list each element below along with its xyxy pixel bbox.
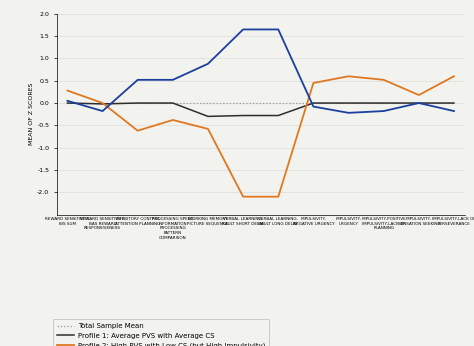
Total Sample Mean bbox=[205, 101, 211, 105]
Line: Profile 2: High PVS with Low CS (but High Impulsivity): Profile 2: High PVS with Low CS (but Hig… bbox=[67, 76, 454, 197]
Profile 2: High PVS with Low CS (but High Impulsivity): (2, -0.62): High PVS with Low CS (but High Impulsivi… bbox=[135, 129, 141, 133]
Profile 2: High PVS with Low CS (but High Impulsivity): (10, 0.18): High PVS with Low CS (but High Impulsivi… bbox=[416, 93, 422, 97]
Profile 2: High PVS with Low CS (but High Impulsivity): (3, -0.38): High PVS with Low CS (but High Impulsivi… bbox=[170, 118, 176, 122]
Profile 2: High PVS with Low CS (but High Impulsivity): (8, 0.6): High PVS with Low CS (but High Impulsivi… bbox=[346, 74, 351, 78]
Total Sample Mean bbox=[64, 101, 70, 105]
Total Sample Mean bbox=[346, 101, 351, 105]
Profile 1: Average PVS with Average CS: (6, -0.28): Average PVS with Average CS: (6, -0.28) bbox=[275, 113, 281, 118]
Profile 3: Low PVS with High CS (but Low Impulsivity): (4, 0.88): Low PVS with High CS (but Low Impulsivit… bbox=[205, 62, 211, 66]
Profile 3: Low PVS with High CS (but Low Impulsivity): (11, -0.18): Low PVS with High CS (but Low Impulsivit… bbox=[451, 109, 457, 113]
Line: Profile 1: Average PVS with Average CS: Profile 1: Average PVS with Average CS bbox=[67, 103, 454, 116]
Profile 3: Low PVS with High CS (but Low Impulsivity): (3, 0.52): Low PVS with High CS (but Low Impulsivit… bbox=[170, 78, 176, 82]
Profile 1: Average PVS with Average CS: (8, 0): Average PVS with Average CS: (8, 0) bbox=[346, 101, 351, 105]
Y-axis label: MEAN OF Z SCORES: MEAN OF Z SCORES bbox=[29, 83, 34, 145]
Total Sample Mean bbox=[381, 101, 386, 105]
Total Sample Mean bbox=[310, 101, 316, 105]
Total Sample Mean bbox=[170, 101, 176, 105]
Profile 2: High PVS with Low CS (but High Impulsivity): (9, 0.52): High PVS with Low CS (but High Impulsivi… bbox=[381, 78, 386, 82]
Profile 2: High PVS with Low CS (but High Impulsivity): (7, 0.45): High PVS with Low CS (but High Impulsivi… bbox=[310, 81, 316, 85]
Profile 3: Low PVS with High CS (but Low Impulsivity): (7, -0.08): Low PVS with High CS (but Low Impulsivit… bbox=[310, 104, 316, 109]
Profile 1: Average PVS with Average CS: (11, 0): Average PVS with Average CS: (11, 0) bbox=[451, 101, 457, 105]
Total Sample Mean bbox=[135, 101, 141, 105]
Total Sample Mean bbox=[416, 101, 422, 105]
Profile 3: Low PVS with High CS (but Low Impulsivity): (2, 0.52): Low PVS with High CS (but Low Impulsivit… bbox=[135, 78, 141, 82]
Profile 1: Average PVS with Average CS: (2, 0): Average PVS with Average CS: (2, 0) bbox=[135, 101, 141, 105]
Profile 3: Low PVS with High CS (but Low Impulsivity): (1, -0.18): Low PVS with High CS (but Low Impulsivit… bbox=[100, 109, 105, 113]
Profile 1: Average PVS with Average CS: (10, 0): Average PVS with Average CS: (10, 0) bbox=[416, 101, 422, 105]
Profile 1: Average PVS with Average CS: (7, 0): Average PVS with Average CS: (7, 0) bbox=[310, 101, 316, 105]
Profile 3: Low PVS with High CS (but Low Impulsivity): (6, 1.65): Low PVS with High CS (but Low Impulsivit… bbox=[275, 27, 281, 31]
Profile 2: High PVS with Low CS (but High Impulsivity): (6, -2.1): High PVS with Low CS (but High Impulsivi… bbox=[275, 194, 281, 199]
Profile 2: High PVS with Low CS (but High Impulsivity): (1, 0): High PVS with Low CS (but High Impulsivi… bbox=[100, 101, 105, 105]
Line: Profile 3: Low PVS with High CS (but Low Impulsivity): Profile 3: Low PVS with High CS (but Low… bbox=[67, 29, 454, 113]
Total Sample Mean bbox=[100, 101, 105, 105]
Profile 3: Low PVS with High CS (but Low Impulsivity): (10, 0): Low PVS with High CS (but Low Impulsivit… bbox=[416, 101, 422, 105]
Profile 3: Low PVS with High CS (but Low Impulsivity): (5, 1.65): Low PVS with High CS (but Low Impulsivit… bbox=[240, 27, 246, 31]
Profile 3: Low PVS with High CS (but Low Impulsivity): (9, -0.18): Low PVS with High CS (but Low Impulsivit… bbox=[381, 109, 386, 113]
Profile 2: High PVS with Low CS (but High Impulsivity): (5, -2.1): High PVS with Low CS (but High Impulsivi… bbox=[240, 194, 246, 199]
Profile 1: Average PVS with Average CS: (4, -0.3): Average PVS with Average CS: (4, -0.3) bbox=[205, 114, 211, 118]
Profile 1: Average PVS with Average CS: (9, 0): Average PVS with Average CS: (9, 0) bbox=[381, 101, 386, 105]
Profile 2: High PVS with Low CS (but High Impulsivity): (0, 0.28): High PVS with Low CS (but High Impulsivi… bbox=[64, 89, 70, 93]
Profile 1: Average PVS with Average CS: (0, 0): Average PVS with Average CS: (0, 0) bbox=[64, 101, 70, 105]
Total Sample Mean bbox=[240, 101, 246, 105]
Total Sample Mean bbox=[275, 101, 281, 105]
Legend: Total Sample Mean, Profile 1: Average PVS with Average CS, Profile 2: High PVS w: Total Sample Mean, Profile 1: Average PV… bbox=[53, 319, 270, 346]
Profile 2: High PVS with Low CS (but High Impulsivity): (11, 0.6): High PVS with Low CS (but High Impulsivi… bbox=[451, 74, 457, 78]
Total Sample Mean bbox=[451, 101, 457, 105]
Profile 1: Average PVS with Average CS: (1, -0.02): Average PVS with Average CS: (1, -0.02) bbox=[100, 102, 105, 106]
Profile 1: Average PVS with Average CS: (5, -0.28): Average PVS with Average CS: (5, -0.28) bbox=[240, 113, 246, 118]
Profile 3: Low PVS with High CS (but Low Impulsivity): (8, -0.22): Low PVS with High CS (but Low Impulsivit… bbox=[346, 111, 351, 115]
Profile 2: High PVS with Low CS (but High Impulsivity): (4, -0.58): High PVS with Low CS (but High Impulsivi… bbox=[205, 127, 211, 131]
Profile 1: Average PVS with Average CS: (3, 0): Average PVS with Average CS: (3, 0) bbox=[170, 101, 176, 105]
Profile 3: Low PVS with High CS (but Low Impulsivity): (0, 0.05): Low PVS with High CS (but Low Impulsivit… bbox=[64, 99, 70, 103]
